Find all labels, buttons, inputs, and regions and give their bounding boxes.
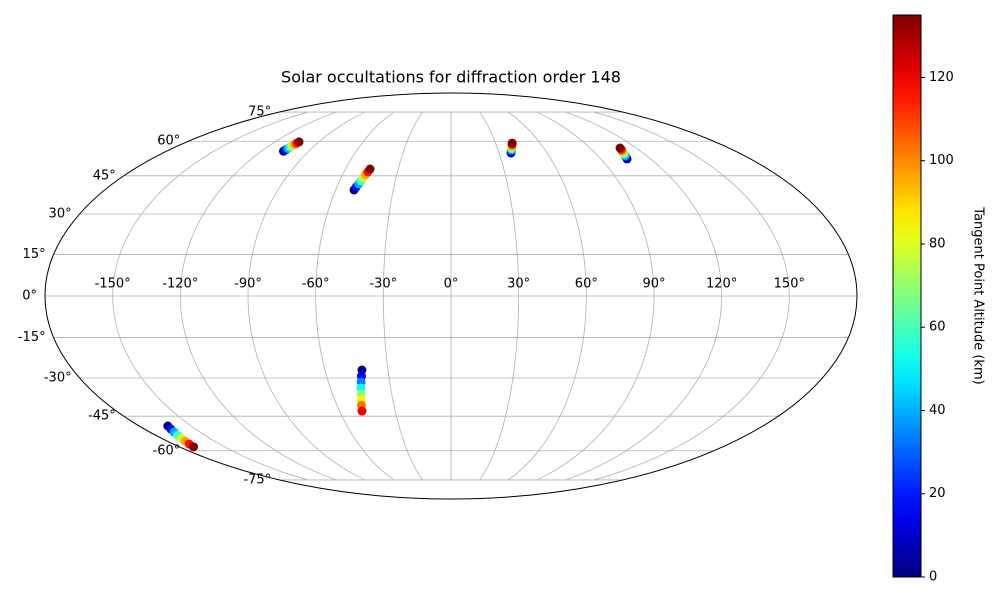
x-tick-label: 150° bbox=[774, 277, 805, 292]
y-tick-label: 15° bbox=[23, 247, 46, 262]
colorbar-tick-label: 20 bbox=[929, 486, 946, 501]
data-point bbox=[507, 138, 517, 148]
y-tick-label: -75° bbox=[243, 472, 271, 487]
grid-line bbox=[536, 111, 655, 481]
grid-line bbox=[382, 111, 423, 481]
colorbar-tick-label: 120 bbox=[929, 70, 954, 85]
map-boundary bbox=[44, 92, 858, 500]
colorbar-tick-label: 60 bbox=[929, 320, 946, 335]
x-tick-label: -90° bbox=[234, 277, 262, 292]
y-tick-label: -30° bbox=[44, 371, 72, 386]
y-tick-label: -15° bbox=[18, 330, 46, 345]
colorbar-label: Tangent Point Altitude (km) bbox=[971, 206, 986, 384]
colorbar-tick-label: 100 bbox=[929, 153, 954, 168]
grid-line bbox=[565, 111, 723, 481]
grid-line bbox=[315, 111, 394, 481]
x-tick-label: 30° bbox=[507, 277, 530, 292]
colorbar-tick-label: 80 bbox=[929, 236, 946, 251]
grid-line bbox=[508, 111, 587, 481]
x-tick-label: -30° bbox=[369, 277, 397, 292]
grid-line bbox=[247, 111, 366, 481]
y-tick-label: -45° bbox=[88, 409, 116, 424]
grid-line bbox=[479, 111, 520, 481]
x-tick-label: -120° bbox=[162, 277, 198, 292]
y-tick-label: -60° bbox=[153, 443, 181, 458]
x-tick-label: -60° bbox=[302, 277, 330, 292]
data-point bbox=[615, 143, 625, 153]
colorbar-tick-label: 0 bbox=[929, 570, 937, 585]
x-tick-label: 90° bbox=[642, 277, 665, 292]
y-tick-label: 60° bbox=[157, 134, 180, 149]
data-point bbox=[294, 137, 304, 147]
x-tick-label: 120° bbox=[706, 277, 737, 292]
y-tick-label: 75° bbox=[248, 105, 271, 120]
data-point bbox=[357, 406, 367, 416]
grid-line bbox=[179, 111, 337, 481]
colorbar-tick-label: 40 bbox=[929, 403, 946, 418]
data-point bbox=[189, 442, 199, 452]
x-tick-label: 60° bbox=[575, 277, 598, 292]
y-tick-label: 0° bbox=[22, 289, 37, 304]
x-tick-label: -150° bbox=[95, 277, 131, 292]
y-tick-label: 45° bbox=[93, 168, 116, 183]
chart-title: Solar occultations for diffraction order… bbox=[281, 68, 621, 87]
grid-line bbox=[594, 111, 790, 481]
data-point bbox=[365, 164, 375, 174]
grid-line bbox=[112, 111, 308, 481]
x-tick-label: 0° bbox=[444, 277, 459, 292]
grid bbox=[45, 111, 857, 481]
colorbar bbox=[892, 14, 922, 578]
y-tick-label: 30° bbox=[49, 206, 72, 221]
